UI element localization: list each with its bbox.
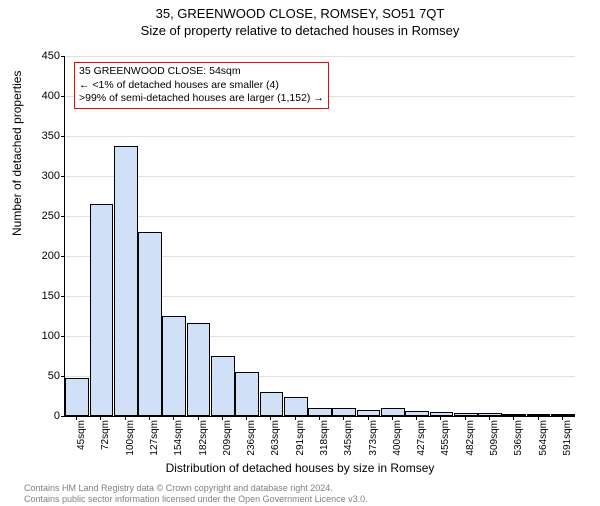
ytick-label: 450 bbox=[20, 50, 60, 62]
annotation-line: ← <1% of detached houses are smaller (4) bbox=[79, 79, 324, 93]
ytick-mark bbox=[61, 296, 65, 297]
gridline bbox=[65, 136, 575, 137]
ytick-mark bbox=[61, 336, 65, 337]
gridline bbox=[65, 56, 575, 57]
histogram-bar bbox=[162, 316, 186, 416]
histogram-bar bbox=[308, 408, 332, 416]
ytick-label: 300 bbox=[20, 170, 60, 182]
ytick-label: 100 bbox=[20, 330, 60, 342]
histogram-bar bbox=[332, 408, 356, 416]
histogram-bar bbox=[90, 204, 114, 416]
ytick-mark bbox=[61, 416, 65, 417]
gridline bbox=[65, 216, 575, 217]
ytick-label: 200 bbox=[20, 250, 60, 262]
ytick-mark bbox=[61, 256, 65, 257]
ytick-label: 250 bbox=[20, 210, 60, 222]
plot-box bbox=[64, 56, 575, 417]
gridline bbox=[65, 176, 575, 177]
histogram-bar bbox=[284, 397, 308, 416]
histogram-bar bbox=[381, 408, 405, 416]
annotation-box: 35 GREENWOOD CLOSE: 54sqm ← <1% of detac… bbox=[74, 62, 329, 109]
footer-line: Contains public sector information licen… bbox=[24, 494, 368, 504]
histogram-bar bbox=[187, 323, 211, 416]
histogram-bar bbox=[551, 414, 575, 416]
histogram-bar bbox=[65, 378, 89, 416]
histogram-bar bbox=[114, 146, 138, 416]
chart-title: 35, GREENWOOD CLOSE, ROMSEY, SO51 7QT bbox=[0, 6, 600, 21]
annotation-line: 35 GREENWOOD CLOSE: 54sqm bbox=[79, 65, 324, 79]
ytick-label: 400 bbox=[20, 90, 60, 102]
ytick-mark bbox=[61, 96, 65, 97]
ytick-label: 150 bbox=[20, 290, 60, 302]
x-axis-label: Distribution of detached houses by size … bbox=[0, 461, 600, 475]
footer-line: Contains HM Land Registry data © Crown c… bbox=[24, 483, 368, 493]
chart-subtitle: Size of property relative to detached ho… bbox=[0, 23, 600, 38]
ytick-mark bbox=[61, 216, 65, 217]
ytick-mark bbox=[61, 176, 65, 177]
annotation-line: >99% of semi-detached houses are larger … bbox=[79, 92, 324, 106]
histogram-bar bbox=[260, 392, 284, 416]
histogram-bar bbox=[235, 372, 259, 416]
ytick-mark bbox=[61, 136, 65, 137]
ytick-label: 0 bbox=[20, 410, 60, 422]
histogram-bar bbox=[454, 413, 478, 416]
ytick-label: 50 bbox=[20, 370, 60, 382]
chart-plot-area: 35 GREENWOOD CLOSE: 54sqm ← <1% of detac… bbox=[64, 56, 574, 416]
ytick-mark bbox=[61, 56, 65, 57]
histogram-bar bbox=[211, 356, 235, 416]
ytick-label: 350 bbox=[20, 130, 60, 142]
histogram-bar bbox=[138, 232, 162, 416]
footer-attribution: Contains HM Land Registry data © Crown c… bbox=[24, 483, 368, 504]
